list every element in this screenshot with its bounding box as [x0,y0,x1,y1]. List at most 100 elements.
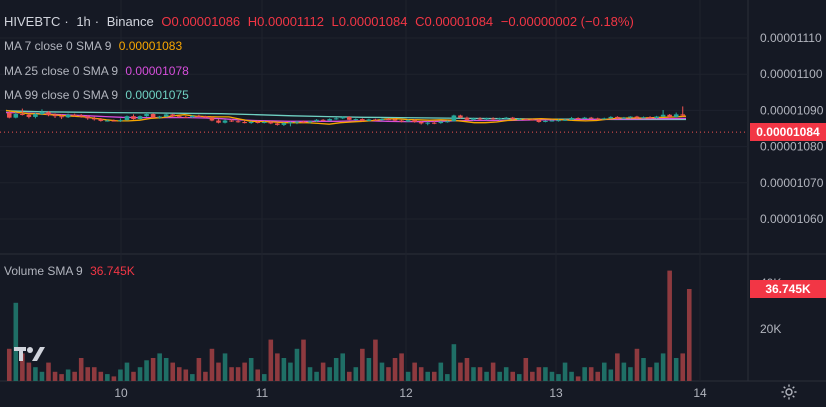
volume-bar [261,374,267,381]
volume-bar [667,270,672,381]
volume-bar [281,358,287,381]
candle-body [301,121,306,123]
volume-bar [458,362,463,381]
volume-bar [530,371,535,381]
candle-body [105,120,110,122]
candle-body [320,119,326,121]
candle-body [288,122,293,124]
candle-body [399,120,404,122]
candle-body [392,119,398,121]
volume-bar [196,358,202,381]
ma25-legend[interactable]: MA 25 close 0 SMA 9 0.00001078 [4,63,193,79]
time-tick-label: 13 [549,386,563,400]
candle-body [294,121,300,123]
time-tick-label: 11 [256,386,269,400]
volume-tag: 36.745K [750,280,826,298]
candle-body [340,116,346,119]
volume-bar [157,353,162,381]
candle-body [680,114,686,116]
volume-bar [497,371,502,381]
candle-body [157,116,162,118]
volume-bar [98,371,104,381]
candle-body [615,116,620,119]
candle-body [418,121,424,124]
high-value: H0.00001112 [247,14,324,29]
chart-grid [0,0,826,382]
volume-bar [144,360,149,381]
candle-body [46,112,51,116]
separator: · [94,14,100,29]
candle-body [621,117,627,119]
volume-bar [654,362,659,381]
volume-bar [229,367,234,381]
ma7-legend[interactable]: MA 7 close 0 SMA 9 0.00001083 [4,38,186,54]
candle-body [268,121,274,124]
candle-body [333,118,339,120]
volume-bar [91,367,97,381]
candle-body [588,117,594,119]
volume-bar [248,358,254,381]
candle-body [203,116,208,118]
candle-body [510,117,516,120]
volume-bar [26,362,32,381]
candle-body [307,121,313,123]
volume-tick-label: 20K [760,322,781,336]
volume-bar [438,362,444,381]
candle-body [549,120,555,122]
candle-body [497,118,502,120]
volume-bar [340,353,346,381]
tradingview-logo-icon[interactable] [14,345,48,371]
volume-bar [431,371,437,381]
settings-gear-icon[interactable] [780,383,798,401]
volume-bar [556,374,561,381]
candle-body [26,114,32,117]
candle-body [582,117,587,119]
volume-bar [216,362,221,381]
candle-body [59,116,64,118]
symbol-name[interactable]: HIVEBTC [4,14,61,29]
volume-bar [569,371,574,381]
candle-body [569,118,574,120]
volume-bar [301,339,306,381]
time-tick-label: 14 [693,386,707,400]
candle-body [425,122,431,124]
time-tick-label: 10 [114,386,128,400]
volume-bar [386,367,391,381]
volume-bar [150,358,156,381]
candle-body [654,116,659,119]
volume-bar [13,302,19,381]
volume-bar [203,371,208,381]
volume-bar [360,348,365,381]
candle-body [523,119,529,121]
volume-bar [601,362,607,381]
candle-body [530,119,535,121]
price-tick-label: 0.00001090 [760,103,824,117]
ma99-legend[interactable]: MA 99 close 0 SMA 9 0.00001075 [4,87,193,103]
candle-body [65,114,71,118]
candle-body [314,119,319,122]
interval[interactable]: 1h [76,14,91,29]
volume-bar [399,353,404,381]
candle-body [562,119,568,121]
close-value: C0.00001084 [415,14,494,29]
volume-bar [346,371,352,381]
candle-body [137,116,143,120]
separator: · [64,14,69,29]
ma99-label: MA 99 close 0 SMA 9 [4,88,119,102]
candle-body [647,117,653,119]
candle-body [255,121,261,123]
volume-bar [255,369,261,381]
volume-bar [392,358,398,381]
volume-bar [209,348,215,381]
volume-bar [190,374,195,381]
volume-bar [641,358,646,381]
chart-header: HIVEBTC · 1h · Binance O0.00001086 H0.0000… [4,14,638,30]
candle-body [601,118,607,120]
volume-legend[interactable]: Volume SMA 9 36.745K [4,263,139,279]
volume-bar [131,371,136,381]
volume-bar [379,362,385,381]
volume-bar [78,358,84,381]
volume-bar [575,376,581,381]
volume-bar [235,367,241,381]
